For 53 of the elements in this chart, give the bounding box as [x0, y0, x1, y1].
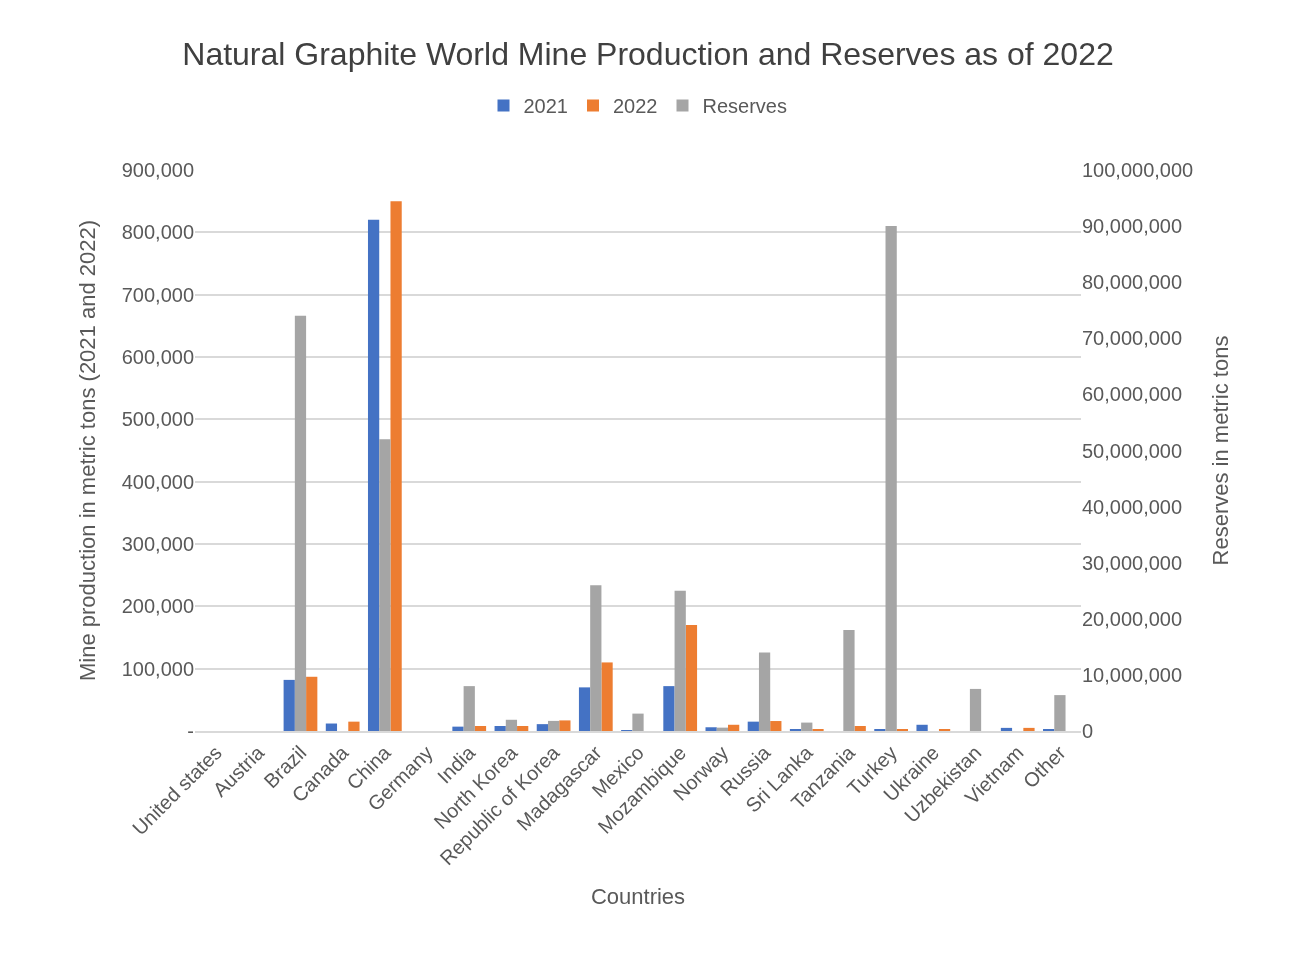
y-tick-label: 100,000: [121, 657, 194, 680]
y2-tick-label: 30,000,000: [1082, 551, 1183, 574]
bar: [770, 721, 782, 731]
y2-tick-label: 40,000,000: [1082, 495, 1183, 518]
y-tick-label: 400,000: [121, 470, 194, 493]
y-tick-label: 800,000: [121, 221, 194, 244]
bar: [916, 724, 928, 731]
bar: [843, 630, 855, 731]
y-tick-label: 600,000: [121, 346, 194, 368]
bar: [452, 726, 464, 731]
legend-label: Reserves: [702, 95, 787, 118]
y2-tick-label: 60,000,000: [1082, 383, 1183, 406]
bar: [294, 315, 307, 731]
y2-axis-title: Reserves in metric tons: [1208, 335, 1234, 566]
bar: [505, 719, 518, 731]
bar: [1054, 695, 1066, 731]
bar: [348, 721, 360, 731]
bar: [283, 679, 295, 731]
bar: [801, 722, 813, 731]
y2-tick-label: 10,000,000: [1082, 663, 1183, 686]
y2-tick-label: 50,000,000: [1082, 439, 1183, 462]
bar: [1023, 727, 1035, 731]
y-tick-label: 900,000: [121, 159, 194, 181]
y-tick-label: 300,000: [121, 533, 194, 555]
chart-title: Natural Graphite World Mine Production and Reserves as of 2022: [182, 36, 1114, 73]
y2-tick-label: 80,000,000: [1082, 271, 1183, 294]
y2-tick-label: 70,000,000: [1082, 327, 1183, 350]
legend-label: 2022: [613, 95, 658, 118]
y-tick-label: -: [187, 720, 194, 742]
bar: [663, 686, 675, 731]
bar: [474, 726, 487, 731]
y-tick-label: 200,000: [121, 595, 194, 618]
x-axis-title: Countries: [590, 883, 686, 909]
y2-tick-label: 100,000,000: [1082, 159, 1194, 181]
bar: [590, 585, 602, 731]
bar: [306, 676, 318, 731]
y-axis-title: Mine production in metric tons (2021 and 2022): [74, 219, 100, 682]
bar: [578, 687, 591, 731]
bar: [632, 713, 644, 731]
bar: [747, 721, 759, 731]
bar: [885, 226, 897, 731]
bar: [854, 726, 866, 731]
bar: [758, 652, 771, 731]
bar: [969, 688, 982, 731]
y2-tick-label: 20,000,000: [1082, 607, 1183, 630]
bar: [1000, 727, 1013, 731]
y-tick-label: 500,000: [121, 408, 194, 431]
y2-tick-label: 90,000,000: [1082, 215, 1183, 238]
y-tick-label: 700,000: [121, 283, 194, 306]
legend-label: 2021: [523, 95, 568, 118]
bar: [463, 686, 475, 731]
y2-tick-label: 0: [1082, 720, 1094, 742]
bar: [325, 723, 338, 731]
